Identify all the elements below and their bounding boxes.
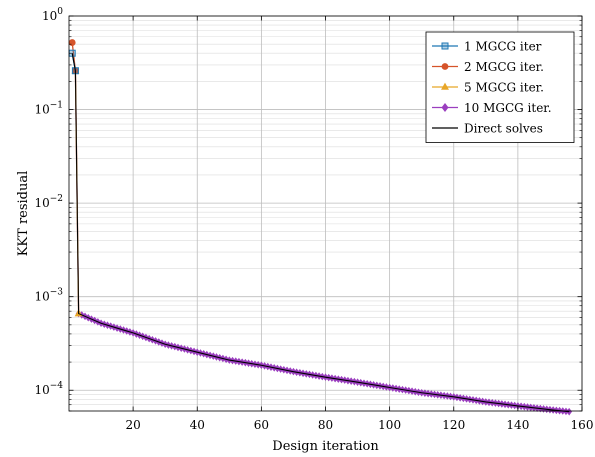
legend-marker bbox=[441, 82, 449, 90]
legend-entry-label: Direct solves bbox=[464, 122, 543, 136]
legend-entry-label: 5 MGCG iter. bbox=[464, 81, 544, 95]
axis-ticks: 100 10−1 10−2 10−3 10−4 20 40 60 80 100 120 140 160 bbox=[34, 7, 593, 432]
series-line bbox=[71, 53, 570, 413]
y-tick-label: 10−4 bbox=[34, 381, 63, 397]
x-tick-label: 60 bbox=[254, 418, 269, 432]
legend-marker bbox=[441, 42, 449, 50]
x-tick-label: 160 bbox=[571, 418, 594, 432]
data-point bbox=[68, 39, 76, 46]
y-tick-label: 100 bbox=[42, 7, 63, 23]
legend-entry-label: 2 MGCG iter. bbox=[464, 60, 544, 74]
legend-entry-label: 1 MGCG iter bbox=[464, 40, 542, 54]
y-tick-label: 10−3 bbox=[34, 288, 63, 304]
series-layer bbox=[68, 39, 573, 416]
legend-entry-label: 10 MGCG iter. bbox=[464, 101, 552, 115]
y-tick-label: 10−2 bbox=[34, 194, 63, 210]
series-direct-solves bbox=[71, 53, 570, 413]
x-tick-label: 80 bbox=[318, 418, 333, 432]
x-tick-label: 100 bbox=[378, 418, 401, 432]
legend-marker bbox=[441, 63, 449, 70]
x-tick-label: 40 bbox=[190, 418, 205, 432]
legend: 1 MGCG iter 2 MGCG iter. 5 MGCG iter. 10 MG… bbox=[425, 31, 575, 143]
x-tick-label: 120 bbox=[442, 418, 465, 432]
y-tick-label: 10−1 bbox=[34, 101, 63, 117]
x-tick-label: 20 bbox=[125, 418, 140, 432]
legend-marker bbox=[441, 102, 449, 113]
x-axis-label: Design iteration bbox=[272, 439, 379, 454]
y-axis-label: KKT residual bbox=[16, 171, 31, 257]
x-tick-label: 140 bbox=[506, 418, 529, 432]
